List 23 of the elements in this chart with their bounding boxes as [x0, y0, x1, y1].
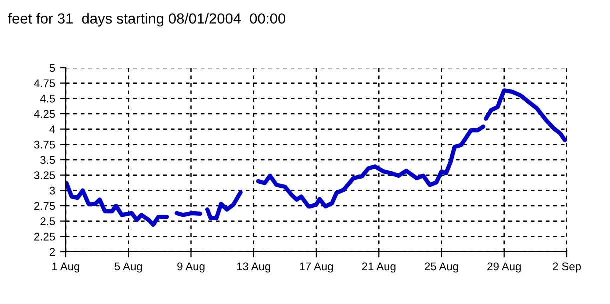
y-tick-label: 2.75	[34, 202, 56, 210]
y-tick-label: 3.75	[34, 140, 56, 149]
y-tick-label: 2.5	[40, 218, 56, 226]
y-tick-label: 4.5	[40, 95, 56, 103]
y-tick-label: 5	[50, 64, 56, 72]
x-tick-label: 17 Aug	[300, 262, 334, 273]
x-tick-label: 25 Aug	[425, 262, 458, 273]
x-tick-label: 2 Sep	[553, 262, 582, 273]
x-tick-label: 1 Aug	[52, 262, 80, 273]
y-tick-label: 4.25	[34, 110, 56, 118]
x-tick-label: 13 Aug	[237, 262, 270, 273]
x-tick-label: 29 Aug	[488, 262, 521, 273]
chart-title: feet for 31 days starting 08/01/2004 00:00	[8, 13, 286, 27]
y-tick-label: 3.5	[40, 156, 56, 164]
y-tick-label: 3	[50, 186, 56, 195]
y-tick-label: 2.25	[34, 232, 56, 241]
y-tick-label: 2	[50, 248, 56, 256]
x-tick-label: 21 Aug	[362, 262, 396, 273]
x-tick-label: 5 Aug	[114, 262, 142, 273]
y-tick-label: 3.25	[34, 172, 56, 180]
y-tick-label: 4.75	[34, 80, 56, 88]
x-tick-label: 9 Aug	[178, 262, 205, 273]
y-tick-label: 4	[50, 126, 56, 134]
